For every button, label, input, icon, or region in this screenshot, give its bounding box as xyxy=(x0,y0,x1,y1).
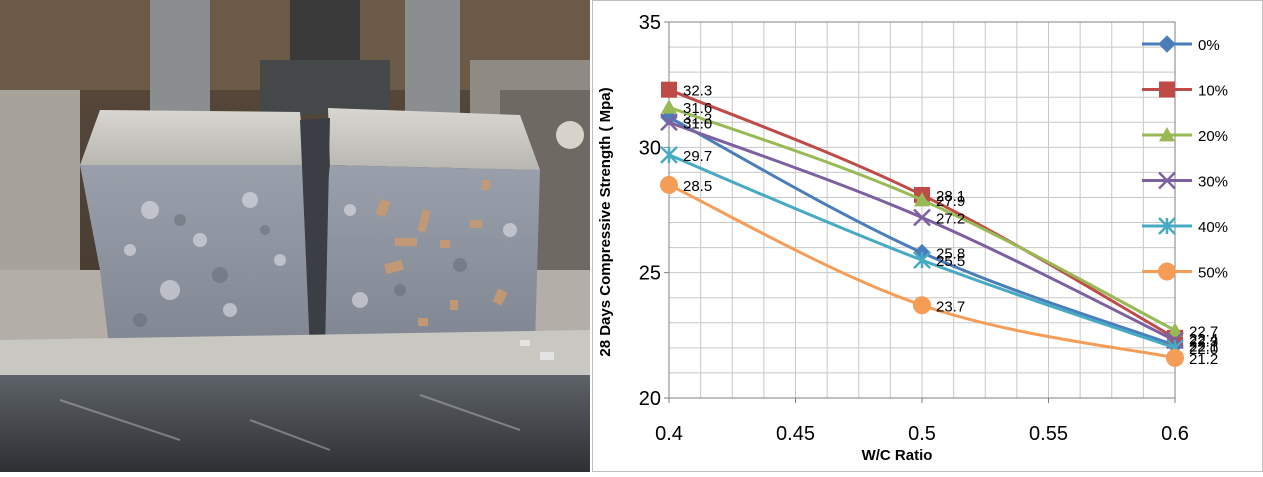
legend-marker xyxy=(1158,171,1176,190)
data-point xyxy=(1167,322,1183,337)
x-tick-label: 0.55 xyxy=(1029,423,1068,445)
series-20pct: 31.6 27.9 22.7 xyxy=(661,99,1218,340)
data-label: 32.3 xyxy=(683,83,712,100)
x-tick-label: 0.45 xyxy=(776,423,815,445)
legend-marker xyxy=(1158,217,1176,235)
data-point xyxy=(913,251,931,270)
data-label: 27.9 xyxy=(936,193,965,210)
concrete-cube-illustration xyxy=(0,0,590,472)
series-40pct: 29.7 25.5 22.0 xyxy=(660,145,1218,358)
data-label: 28.5 xyxy=(683,178,712,195)
data-label: 31.0 xyxy=(683,115,712,132)
data-label: 22.0 xyxy=(1189,341,1218,358)
data-point xyxy=(913,208,931,227)
data-label: 28.1 xyxy=(936,188,965,205)
data-label: 22.1 xyxy=(1189,338,1218,355)
legend-entry: 40% xyxy=(1142,217,1228,236)
legend: 0% 10% 20% 30% 40% 50% xyxy=(1142,35,1228,282)
chart-panel: 20 25 30 35 0.4 0.45 0.5 0.55 0.6 31.2 25.8 22.1 3… xyxy=(592,0,1263,472)
data-label: 21.2 xyxy=(1189,351,1218,368)
x-tick-label: 0.4 xyxy=(655,423,683,445)
legend-entry: 10% xyxy=(1142,81,1228,100)
legend-marker xyxy=(1159,127,1175,142)
legend-entry: 20% xyxy=(1142,127,1228,145)
legend-entry: 0% xyxy=(1142,35,1220,54)
legend-label: 30% xyxy=(1198,174,1228,191)
chart-frame xyxy=(592,0,1263,472)
y-axis-label: 28 Days Compressive Strength ( Mpa) xyxy=(597,87,614,356)
x-axis-label: W/C Ratio xyxy=(862,447,933,464)
data-point xyxy=(1166,348,1184,367)
series: 31.225.822.132.328.122.431.627.922.731.0… xyxy=(660,81,1218,368)
data-label: 22.7 xyxy=(1189,323,1218,340)
data-label: 23.7 xyxy=(936,298,965,315)
data-point xyxy=(914,191,930,207)
legend-entry: 50% xyxy=(1142,262,1228,282)
data-label: 22.4 xyxy=(1189,331,1218,348)
data-label: 31.6 xyxy=(683,100,712,117)
legend-label: 10% xyxy=(1198,83,1228,100)
data-label: 29.7 xyxy=(683,148,712,165)
y-tick-label: 20 xyxy=(639,388,661,410)
legend-label: 50% xyxy=(1198,265,1228,282)
data-label: 22.3 xyxy=(1189,333,1218,350)
legend-marker xyxy=(1158,262,1176,281)
x-tick-label: 0.6 xyxy=(1161,423,1189,445)
data-point xyxy=(661,99,677,114)
data-point xyxy=(660,175,678,194)
data-label: 27.2 xyxy=(936,211,965,228)
y-tick-label: 25 xyxy=(639,263,661,285)
x-axis-ticks: 0.4 0.45 0.5 0.55 0.6 xyxy=(655,398,1189,445)
legend-entry: 30% xyxy=(1142,171,1228,191)
y-tick-label: 30 xyxy=(639,137,661,159)
y-axis-ticks: 20 25 30 35 xyxy=(639,12,669,410)
data-point xyxy=(660,145,678,164)
data-label: 25.5 xyxy=(936,253,965,270)
legend-marker xyxy=(1159,81,1175,98)
series-50pct: 28.5 23.7 21.2 xyxy=(660,175,1218,368)
data-label: 25.8 xyxy=(936,246,965,263)
legend-label: 20% xyxy=(1198,128,1228,145)
concrete-cube-photo xyxy=(0,0,590,472)
data-point xyxy=(660,113,678,132)
legend-label: 40% xyxy=(1198,219,1228,236)
y-tick-label: 35 xyxy=(639,12,661,34)
legend-label: 0% xyxy=(1198,37,1220,54)
data-point xyxy=(913,296,931,315)
data-point xyxy=(661,81,677,98)
legend-marker xyxy=(1158,35,1176,53)
x-tick-label: 0.5 xyxy=(908,423,936,445)
